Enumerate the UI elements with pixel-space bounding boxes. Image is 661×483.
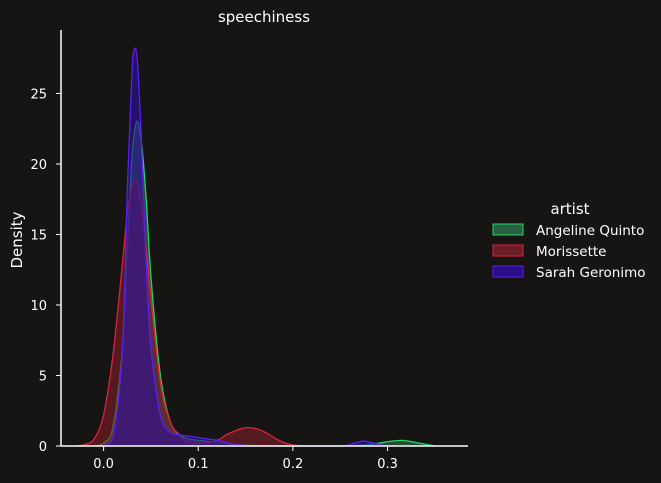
chart-title: speechiness — [218, 8, 310, 26]
legend-title: artist — [550, 200, 589, 218]
y-tick-label: 15 — [30, 228, 47, 243]
legend-label-morissette: Morissette — [536, 244, 606, 260]
x-tick-label: 0.1 — [188, 457, 209, 472]
legend-swatch-sarah-geronimo — [492, 265, 524, 278]
y-axis-label: Density — [8, 211, 26, 268]
legend: artist Angeline Quinto Morissette Sarah Ge… — [492, 200, 646, 281]
density-line-morissette — [75, 179, 303, 447]
x-tick-label: 0.0 — [93, 457, 114, 472]
legend-swatch-angeline-quinto — [492, 223, 524, 236]
y-tick-label: 25 — [30, 87, 47, 102]
y-tick-label: 20 — [30, 158, 47, 173]
y-tick-label: 10 — [30, 299, 47, 314]
legend-label-angeline-quinto: Angeline Quinto — [536, 223, 644, 239]
legend-label-sarah-geronimo: Sarah Geronimo — [536, 265, 646, 281]
x-tick-label: 0.3 — [377, 457, 398, 472]
legend-swatch-morissette — [492, 244, 524, 257]
x-tick-label: 0.2 — [283, 457, 304, 472]
y-tick-label: 5 — [39, 369, 47, 384]
y-tick-label: 0 — [39, 440, 47, 455]
x-ticks: 0.0 0.1 0.2 0.3 — [93, 446, 398, 472]
y-ticks: 0 5 10 15 20 25 — [30, 87, 61, 455]
